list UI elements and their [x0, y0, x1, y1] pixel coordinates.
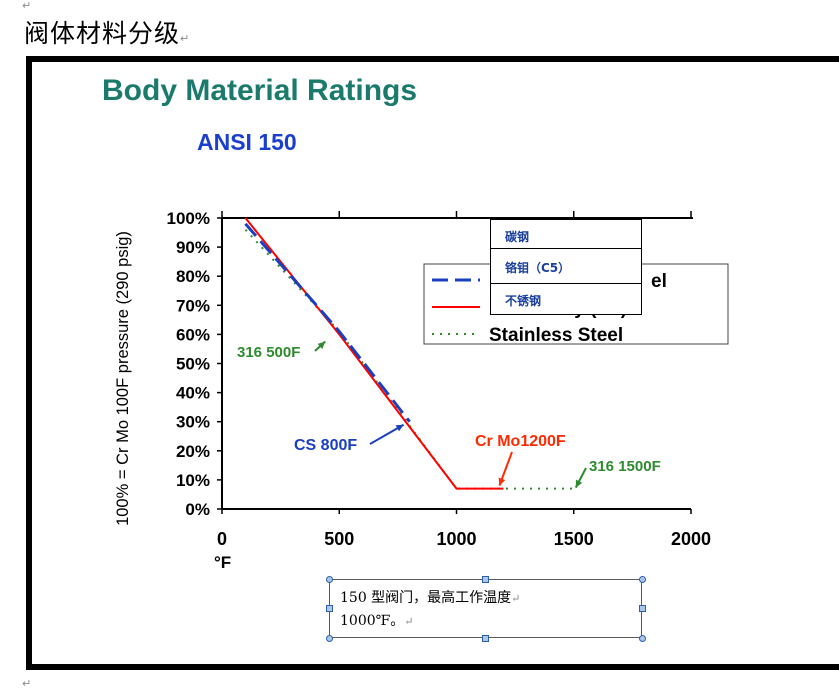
note-textbox[interactable]: 150 型阀门，最高工作温度↵ 1000℉。↵	[329, 579, 642, 638]
annotation-arrow-head	[395, 424, 404, 432]
chart-svg: Body Material Ratings ANSI 150 0% 10% 20% 30%…	[102, 74, 729, 572]
x-tick-label: 2000	[671, 529, 711, 549]
y-tick-label: 60%	[176, 325, 210, 344]
note-line-1: 150 型阀门，最高工作温度↵	[340, 590, 521, 606]
y-tick-label: 90%	[176, 238, 210, 257]
y-tick-label: 10%	[176, 471, 210, 490]
series-line-stainless-steel	[244, 228, 574, 490]
y-tick-label: 100%	[167, 209, 210, 228]
heading-text: 阀体材料分级	[24, 19, 181, 48]
annotation-316-1500f: 316 1500F	[589, 458, 661, 475]
y-tick-label: 20%	[176, 442, 210, 461]
y-tick-label: 50%	[176, 355, 210, 374]
y-tick-label: 70%	[176, 296, 210, 315]
series-line-carbon-steel	[244, 222, 411, 423]
x-tick-label: 0	[217, 529, 227, 549]
paragraph-mark-bottom: ↵	[22, 677, 32, 690]
y-tick-label: 0%	[185, 500, 210, 519]
resize-handle-bottom-left[interactable]	[326, 635, 333, 642]
y-tick-label: 80%	[176, 267, 210, 286]
chart-image-frame[interactable]: Body Material Ratings ANSI 150 0% 10% 20% 30%…	[26, 56, 839, 670]
overlay-label-chrome-moly[interactable]: 铬钼（C5）	[490, 248, 642, 284]
resize-handle-bottom[interactable]	[482, 635, 489, 642]
y-axis-label: 100% = Cr Mo 100F pressure (290 psig)	[114, 231, 132, 526]
resize-handle-left[interactable]	[326, 605, 333, 612]
legend-label: el	[651, 271, 667, 292]
annotation-arrow-head	[498, 477, 506, 486]
x-tick-label: 500	[324, 529, 354, 549]
resize-handle-right[interactable]	[639, 605, 646, 612]
resize-handle-top-left[interactable]	[326, 576, 333, 583]
overlay-label-text: 铬钼（C5）	[505, 261, 571, 275]
annotation-crmo-1200f: Cr Mo1200F	[475, 433, 566, 450]
x-tick-label: 1000	[436, 529, 476, 549]
resize-handle-bottom-right[interactable]	[639, 635, 646, 642]
overlay-label-stainless[interactable]: 不锈钢	[490, 283, 642, 315]
overlay-label-text: 不锈钢	[505, 294, 542, 308]
resize-handle-top-right[interactable]	[639, 576, 646, 583]
resize-handle-top[interactable]	[482, 576, 489, 583]
overlay-label-carbon-steel[interactable]: 碳钢	[490, 219, 642, 249]
note-line-2: 1000℉。↵	[340, 613, 414, 629]
annotation-arrow-head	[317, 341, 326, 349]
overlay-label-text: 碳钢	[505, 230, 530, 244]
document-heading: 阀体材料分级↵	[24, 14, 190, 50]
x-tick-label: 1500	[554, 529, 594, 549]
annotation-cs-800f: CS 800F	[294, 437, 357, 454]
chart-subtitle: ANSI 150	[197, 129, 297, 155]
paragraph-mark: ↵	[180, 32, 191, 45]
legend-label: Stainless Steel	[489, 325, 623, 346]
y-tick-label: 30%	[176, 413, 210, 432]
chart-title: Body Material Ratings	[102, 74, 417, 107]
x-axis-label: °F	[214, 553, 231, 572]
y-tick-label: 40%	[176, 384, 210, 403]
annotation-316-500f: 316 500F	[237, 344, 300, 361]
annotation-arrow-head	[575, 479, 583, 488]
paragraph-mark-top: ↵	[22, 0, 32, 12]
